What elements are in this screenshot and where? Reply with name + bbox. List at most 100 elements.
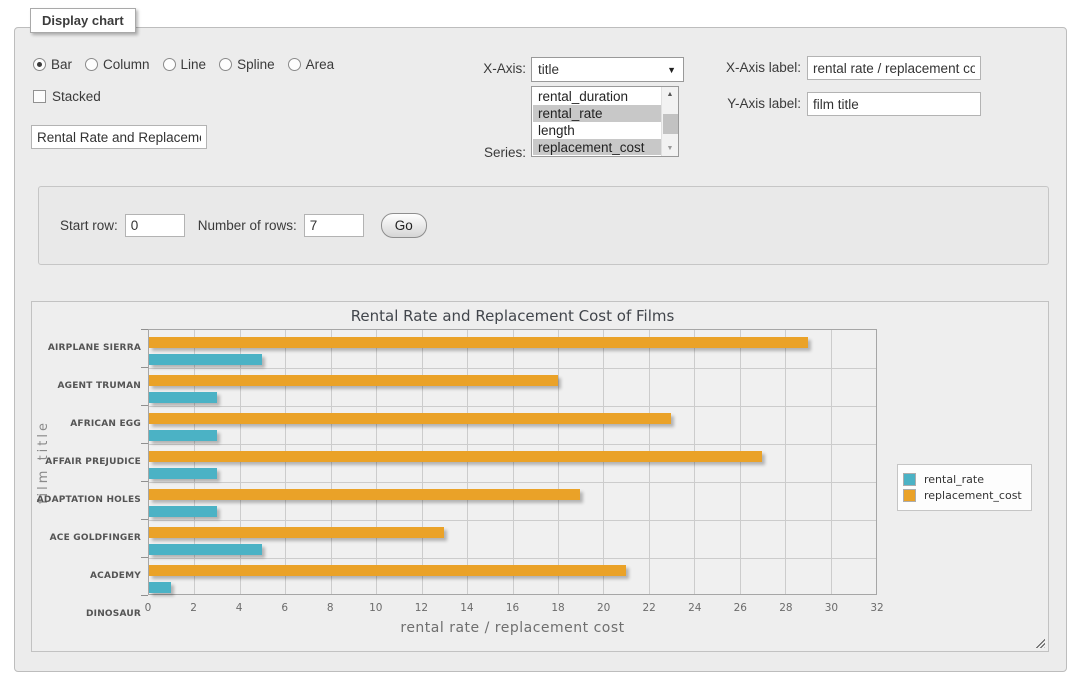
x-tick-label: 0 xyxy=(145,602,152,614)
start-row-input[interactable] xyxy=(125,214,185,237)
x-tick-label: 14 xyxy=(460,602,473,614)
legend-item: replacement_cost xyxy=(903,489,1022,502)
category-label: AFFAIR PREJUDICE xyxy=(32,443,141,481)
x-axis-select[interactable]: title ▼ xyxy=(531,57,684,82)
display-chart-panel: Display chart BarColumnLineSplineArea St… xyxy=(14,27,1067,672)
radio-label-spline: Spline xyxy=(237,57,275,72)
gridline-vertical xyxy=(376,330,377,594)
legend-item: rental_rate xyxy=(903,473,1022,486)
panel-legend-tab: Display chart xyxy=(30,8,136,33)
gridline-vertical xyxy=(558,330,559,594)
stacked-checkbox-icon[interactable] xyxy=(33,90,46,103)
series-scrollbar[interactable]: ▲ ▼ xyxy=(661,87,678,156)
legend-swatch-replacement_cost xyxy=(903,489,916,502)
x-tick-label: 6 xyxy=(281,602,288,614)
y-axis-tick-mark xyxy=(141,367,148,368)
series-option-rental_rate[interactable]: rental_rate xyxy=(533,105,661,122)
gridline-vertical xyxy=(285,330,286,594)
radio-label-area: Area xyxy=(306,57,335,72)
radio-option-spline[interactable]: Spline xyxy=(219,57,275,72)
x-tick-label: 10 xyxy=(369,602,382,614)
chart-container: Rental Rate and Replacement Cost of Film… xyxy=(31,301,1049,652)
radio-option-column[interactable]: Column xyxy=(85,57,150,72)
bar-rental_rate xyxy=(149,468,217,479)
num-rows-input[interactable] xyxy=(304,214,364,237)
scrollbar-up-icon[interactable]: ▲ xyxy=(662,87,678,102)
x-tick-label: 12 xyxy=(415,602,428,614)
bar-replacement_cost xyxy=(149,413,671,424)
bar-rental_rate xyxy=(149,544,262,555)
radio-option-bar[interactable]: Bar xyxy=(33,57,72,72)
gridline-vertical xyxy=(694,330,695,594)
chart-type-radios: Bar Column Line Spline Area xyxy=(33,57,347,72)
y-axis-label-label: Y-Axis label: xyxy=(689,96,801,111)
row-controls-box: Start row: Number of rows: Go xyxy=(38,186,1049,265)
gridline-horizontal xyxy=(149,368,876,369)
gridline-vertical xyxy=(785,330,786,594)
y-axis-tick-mark xyxy=(141,481,148,482)
gridline-vertical xyxy=(422,330,423,594)
category-label: AFRICAN EGG xyxy=(32,405,141,443)
bar-replacement_cost xyxy=(149,489,580,500)
gridline-horizontal xyxy=(149,482,876,483)
radio-icon-spline[interactable] xyxy=(219,58,232,71)
y-axis-label-input[interactable] xyxy=(807,92,981,116)
category-label: AGENT TRUMAN xyxy=(32,367,141,405)
x-tick-label: 18 xyxy=(551,602,564,614)
gridline-vertical xyxy=(831,330,832,594)
dropdown-arrow-icon[interactable]: ▼ xyxy=(667,65,683,75)
gridline-vertical xyxy=(467,330,468,594)
series-listbox[interactable]: rental_durationrental_ratelengthreplacem… xyxy=(531,86,679,157)
bar-rental_rate xyxy=(149,506,217,517)
scrollbar-down-icon[interactable]: ▼ xyxy=(662,141,678,156)
bar-replacement_cost xyxy=(149,337,808,348)
category-label: AIRPLANE SIERRA xyxy=(32,329,141,367)
bar-rental_rate xyxy=(149,430,217,441)
category-label: ACADEMY DINOSAUR xyxy=(32,557,141,595)
chart-title: Rental Rate and Replacement Cost of Film… xyxy=(148,307,877,325)
resize-handle-icon[interactable] xyxy=(1034,637,1045,648)
series-list-label: Series: xyxy=(445,145,526,160)
gridline-vertical xyxy=(513,330,514,594)
series-options: rental_durationrental_ratelengthreplacem… xyxy=(533,88,661,155)
x-axis-label-label: X-Axis label: xyxy=(689,60,801,75)
legend-box: rental_rate replacement_cost xyxy=(897,464,1032,511)
radio-option-area[interactable]: Area xyxy=(288,57,335,72)
y-axis-tick-mark xyxy=(141,329,148,330)
gridline-horizontal xyxy=(149,444,876,445)
scrollbar-thumb[interactable] xyxy=(663,114,678,134)
x-tick-label: 8 xyxy=(327,602,334,614)
x-tick-label: 30 xyxy=(825,602,838,614)
radio-option-line[interactable]: Line xyxy=(163,57,207,72)
x-tick-label: 22 xyxy=(643,602,656,614)
series-option-length[interactable]: length xyxy=(533,122,661,139)
radio-icon-line[interactable] xyxy=(163,58,176,71)
radio-label-column: Column xyxy=(103,57,150,72)
bar-replacement_cost xyxy=(149,375,558,386)
bar-rental_rate xyxy=(149,392,217,403)
x-axis-select-value: title xyxy=(532,62,667,77)
series-option-rental_duration[interactable]: rental_duration xyxy=(533,88,661,105)
go-button[interactable]: Go xyxy=(381,213,427,238)
stacked-checkbox-row[interactable]: Stacked xyxy=(33,89,101,104)
start-row-label: Start row: xyxy=(60,218,118,233)
y-axis-tick-mark xyxy=(141,443,148,444)
gridline-vertical xyxy=(603,330,604,594)
x-tick-label: 16 xyxy=(506,602,519,614)
radio-icon-column[interactable] xyxy=(85,58,98,71)
y-axis-tick-mark xyxy=(141,405,148,406)
bar-rental_rate xyxy=(149,582,171,593)
chart-title-input[interactable] xyxy=(31,125,207,149)
x-axis-label-input[interactable] xyxy=(807,56,981,80)
chart-grid xyxy=(148,329,877,595)
gridline-vertical xyxy=(649,330,650,594)
stacked-label: Stacked xyxy=(52,89,101,104)
series-option-replacement_cost[interactable]: replacement_cost xyxy=(533,139,661,155)
radio-icon-bar[interactable] xyxy=(33,58,46,71)
bar-replacement_cost xyxy=(149,565,626,576)
radio-icon-area[interactable] xyxy=(288,58,301,71)
x-tick-label: 28 xyxy=(779,602,792,614)
legend-label: rental_rate xyxy=(916,473,984,486)
gridline-horizontal xyxy=(149,520,876,521)
y-axis-tick-mark xyxy=(141,557,148,558)
